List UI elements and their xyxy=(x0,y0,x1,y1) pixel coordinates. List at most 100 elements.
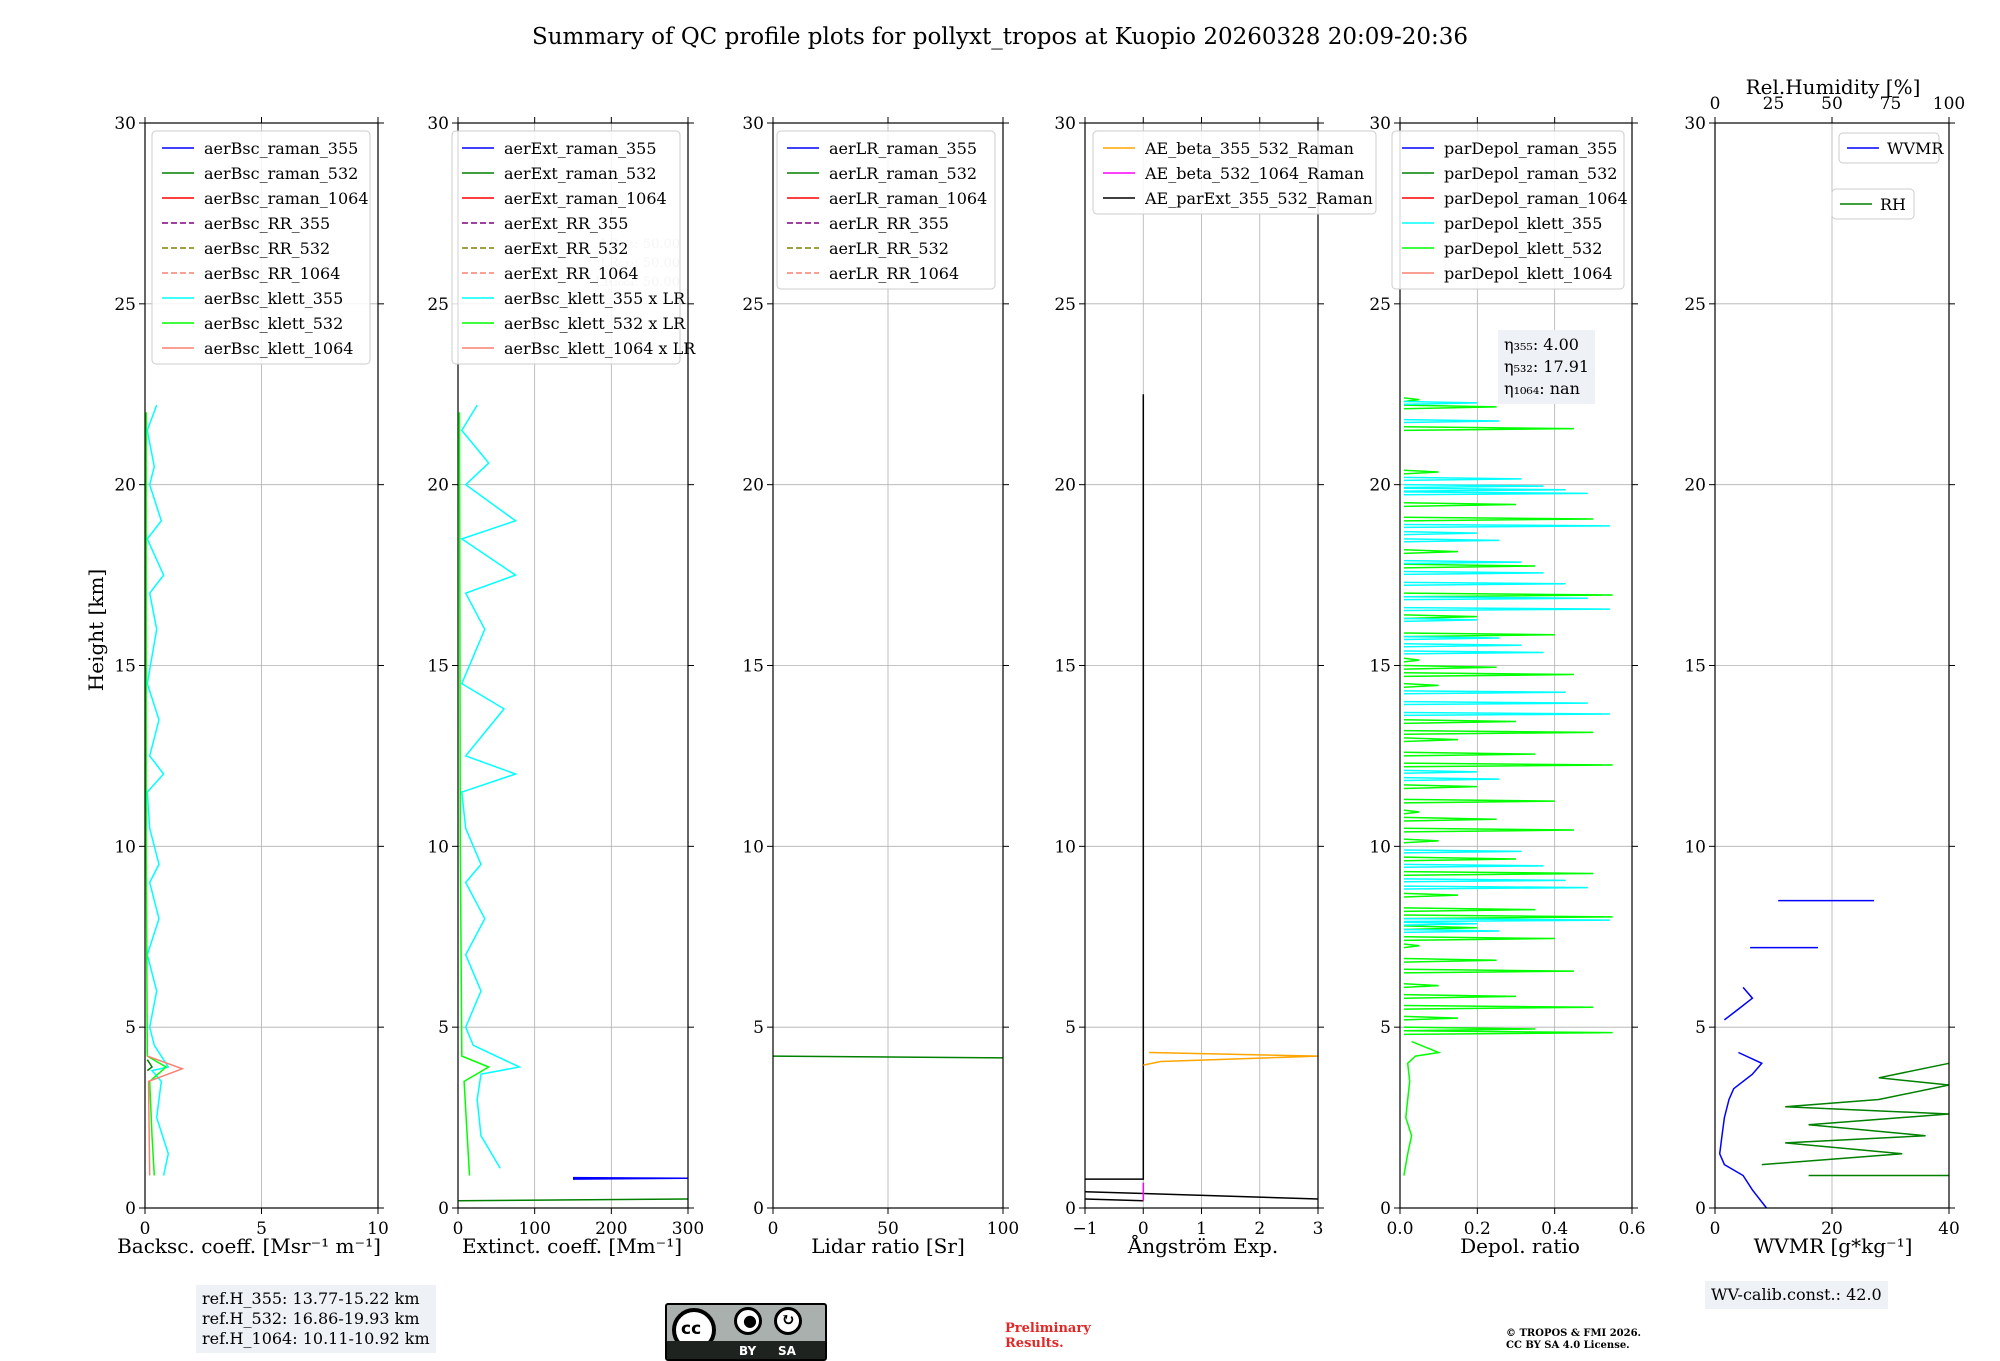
x2-tick-label: 100 xyxy=(1933,94,1965,114)
depol-spike-cyan xyxy=(1403,581,1566,586)
series-AE_parExt_355_532_Raman xyxy=(1084,1190,1319,1200)
depol-spike-cyan xyxy=(1403,523,1610,529)
depol-spike-cyan xyxy=(1403,606,1610,612)
legend-label: aerExt_RR_1064 xyxy=(504,264,639,283)
y-tick-label: 20 xyxy=(1369,476,1391,496)
legend-box xyxy=(1391,130,1625,290)
legend-label: aerBsc_RR_1064 xyxy=(204,264,340,283)
depol-spike-lime xyxy=(1403,729,1594,735)
depol-spike-lime xyxy=(1403,664,1497,670)
depol-spike-lime xyxy=(1403,816,1497,822)
y-tick-label: 30 xyxy=(114,114,136,134)
ref-height-1064: ref.H_1064: 10.11-10.92 km xyxy=(202,1329,430,1348)
depol-spike-lime xyxy=(1403,943,1420,949)
x-tick-label: 0.2 xyxy=(1464,1219,1491,1239)
depol-spike-cyan xyxy=(1403,570,1544,576)
x-tick-label: 5 xyxy=(256,1219,267,1239)
series-WVMR xyxy=(1723,986,1754,1021)
depol-spike-cyan xyxy=(1403,928,1500,934)
depol-spike-cyan xyxy=(1403,530,1478,536)
x-tick-label: 200 xyxy=(595,1219,627,1239)
depol-spike-cyan xyxy=(1403,921,1478,926)
y-tick-label: 10 xyxy=(1054,837,1076,857)
y-tick-label: 0 xyxy=(438,1199,449,1219)
depol-spike-lime xyxy=(1403,592,1613,598)
series-aerBsc_klett_1064 xyxy=(147,1055,185,1176)
depol-spike-lime xyxy=(1403,404,1497,410)
ref-height-box: ref.H_355: 13.77-15.22 km ref.H_532: 16.… xyxy=(196,1285,436,1353)
legend-label: aerBsc_raman_1064 xyxy=(204,189,369,208)
x-tick-label: 0 xyxy=(140,1219,151,1239)
x-tick-label: −1 xyxy=(1072,1219,1097,1239)
x-axis-label-angstrom: Ångström Exp. xyxy=(1127,1233,1278,1258)
ref-height-355: ref.H_355: 13.77-15.22 km xyxy=(202,1289,420,1308)
depol-spike-lime xyxy=(1403,838,1439,844)
depol-spike-cyan xyxy=(1403,700,1588,706)
preliminary-line-1: Preliminary xyxy=(1005,1321,1091,1336)
legend-label: aerBsc_klett_1064 xyxy=(204,339,353,358)
series-aerBsc_klett_355 x LR xyxy=(460,404,522,1169)
depol-spike-cyan xyxy=(1403,769,1478,775)
series-aerExt_raman_355 xyxy=(572,1176,689,1180)
x-tick-label: 0.0 xyxy=(1386,1219,1413,1239)
depol-spike-lime xyxy=(1403,657,1420,663)
depol-spike-lime xyxy=(1403,925,1478,931)
legend-box xyxy=(1092,130,1377,215)
by-person-icon: ● xyxy=(734,1307,762,1335)
series-aerBsc_klett_532 x LR xyxy=(458,412,491,1176)
y-tick-label: 0 xyxy=(125,1199,136,1219)
legend-label: aerExt_raman_1064 xyxy=(504,189,667,208)
x-tick-label: 100 xyxy=(987,1219,1019,1239)
y-tick-label: 20 xyxy=(1054,476,1076,496)
y-tick-label: 30 xyxy=(742,114,764,134)
depol-spike-lime xyxy=(1403,549,1459,555)
sa-share-glyph: ↻ xyxy=(781,1310,796,1330)
depol-spike-cyan xyxy=(1403,885,1588,890)
depol-spike-cyan xyxy=(1403,690,1566,695)
depol-spike-lime xyxy=(1403,719,1517,725)
depol-spike-lime xyxy=(1403,426,1575,432)
depol-spike-lime xyxy=(1403,914,1613,920)
y-tick-label: 5 xyxy=(438,1018,449,1038)
depol-spike-lime xyxy=(1403,516,1594,522)
x-axis-label-lidar-ratio: Lidar ratio [Sr] xyxy=(811,1234,965,1258)
y-tick-label: 5 xyxy=(753,1018,764,1038)
y-tick-label: 10 xyxy=(114,837,136,857)
depol-spike-cyan xyxy=(1403,650,1544,655)
y-tick-label: 10 xyxy=(1369,837,1391,857)
y-tick-label: 25 xyxy=(427,295,449,315)
y-tick-label: 30 xyxy=(1369,114,1391,134)
y-tick-label: 15 xyxy=(1684,657,1706,677)
eta-355: η₃₅₅: 4.00 xyxy=(1504,335,1579,354)
series-AE_parExt_355_532_Raman xyxy=(1085,394,1145,1180)
cc-icon-glyph: cc xyxy=(681,1319,702,1339)
depol-spike-lime xyxy=(1403,957,1497,963)
x-axis-label-extinction: Extinct. coeff. [Mm⁻¹] xyxy=(462,1234,682,1258)
copyright-line-1: © TROPOS & FMI 2026. xyxy=(1506,1328,1642,1339)
wv-calib-const: WV-calib.const.: 42.0 xyxy=(1711,1285,1882,1304)
series-RH xyxy=(1761,1062,1950,1166)
depol-spike-cyan xyxy=(1403,711,1610,717)
x-tick-label: 0.6 xyxy=(1618,1219,1645,1239)
depol-spike-lime xyxy=(1403,671,1575,678)
x-tick-label: 300 xyxy=(672,1219,704,1239)
y-tick-label: 5 xyxy=(1380,1018,1391,1038)
depol-spike-lime xyxy=(1403,784,1478,790)
depol-spike-cyan xyxy=(1403,400,1478,406)
legend-label: parDepol_raman_355 xyxy=(1444,139,1617,158)
legend-label: aerLR_RR_532 xyxy=(829,239,949,258)
ref-height-532: ref.H_532: 16.86-19.93 km xyxy=(202,1309,420,1328)
legend-label: parDepol_klett_1064 xyxy=(1444,264,1613,283)
depol-spike-lime xyxy=(1403,827,1575,833)
legend-label: aerLR_raman_355 xyxy=(829,139,977,158)
panel-1: 0 5 10 15 20 25 30 0 5 10 aerBsc_raman_355 aerBsc_r… xyxy=(114,114,388,1239)
x-tick-label: 40 xyxy=(1938,1219,1960,1239)
legend-label: aerLR_RR_355 xyxy=(829,214,949,233)
legend-label: aerBsc_RR_355 xyxy=(204,214,330,233)
legend-label: aerExt_RR_532 xyxy=(504,239,628,258)
legend-label: aerExt_raman_355 xyxy=(504,139,657,158)
y-tick-label: 20 xyxy=(427,476,449,496)
depol-spike-lime xyxy=(1403,1026,1536,1032)
